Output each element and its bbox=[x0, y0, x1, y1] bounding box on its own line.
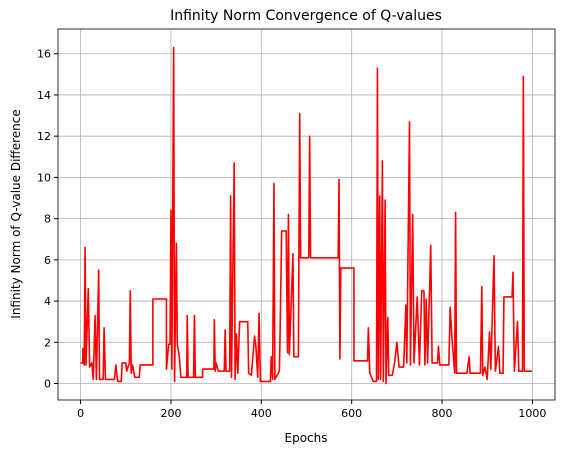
x-tick-label: 200 bbox=[160, 407, 181, 420]
y-tick-label: 4 bbox=[44, 295, 51, 308]
x-tick-label: 800 bbox=[432, 407, 453, 420]
data-line bbox=[80, 46, 532, 385]
y-tick-label: 12 bbox=[37, 130, 51, 143]
x-tick-label: 1000 bbox=[518, 407, 546, 420]
y-tick-label: 16 bbox=[37, 48, 51, 61]
y-tick-label: 14 bbox=[37, 89, 51, 102]
y-tick-label: 0 bbox=[44, 378, 51, 391]
x-tick-label: 0 bbox=[77, 407, 84, 420]
y-tick-label: 8 bbox=[44, 213, 51, 226]
y-tick-label: 10 bbox=[37, 171, 51, 184]
plot-frame bbox=[57, 28, 556, 401]
x-axis-label: Epochs bbox=[285, 431, 328, 445]
y-axis-label: Infinity Norm of Q-value Difference bbox=[9, 109, 23, 318]
x-tick-label: 600 bbox=[341, 407, 362, 420]
chart-title: Infinity Norm Convergence of Q-values bbox=[170, 8, 442, 24]
y-tick-label: 6 bbox=[44, 254, 51, 267]
x-tick-label: 400 bbox=[251, 407, 272, 420]
y-tick-label: 2 bbox=[44, 336, 51, 349]
